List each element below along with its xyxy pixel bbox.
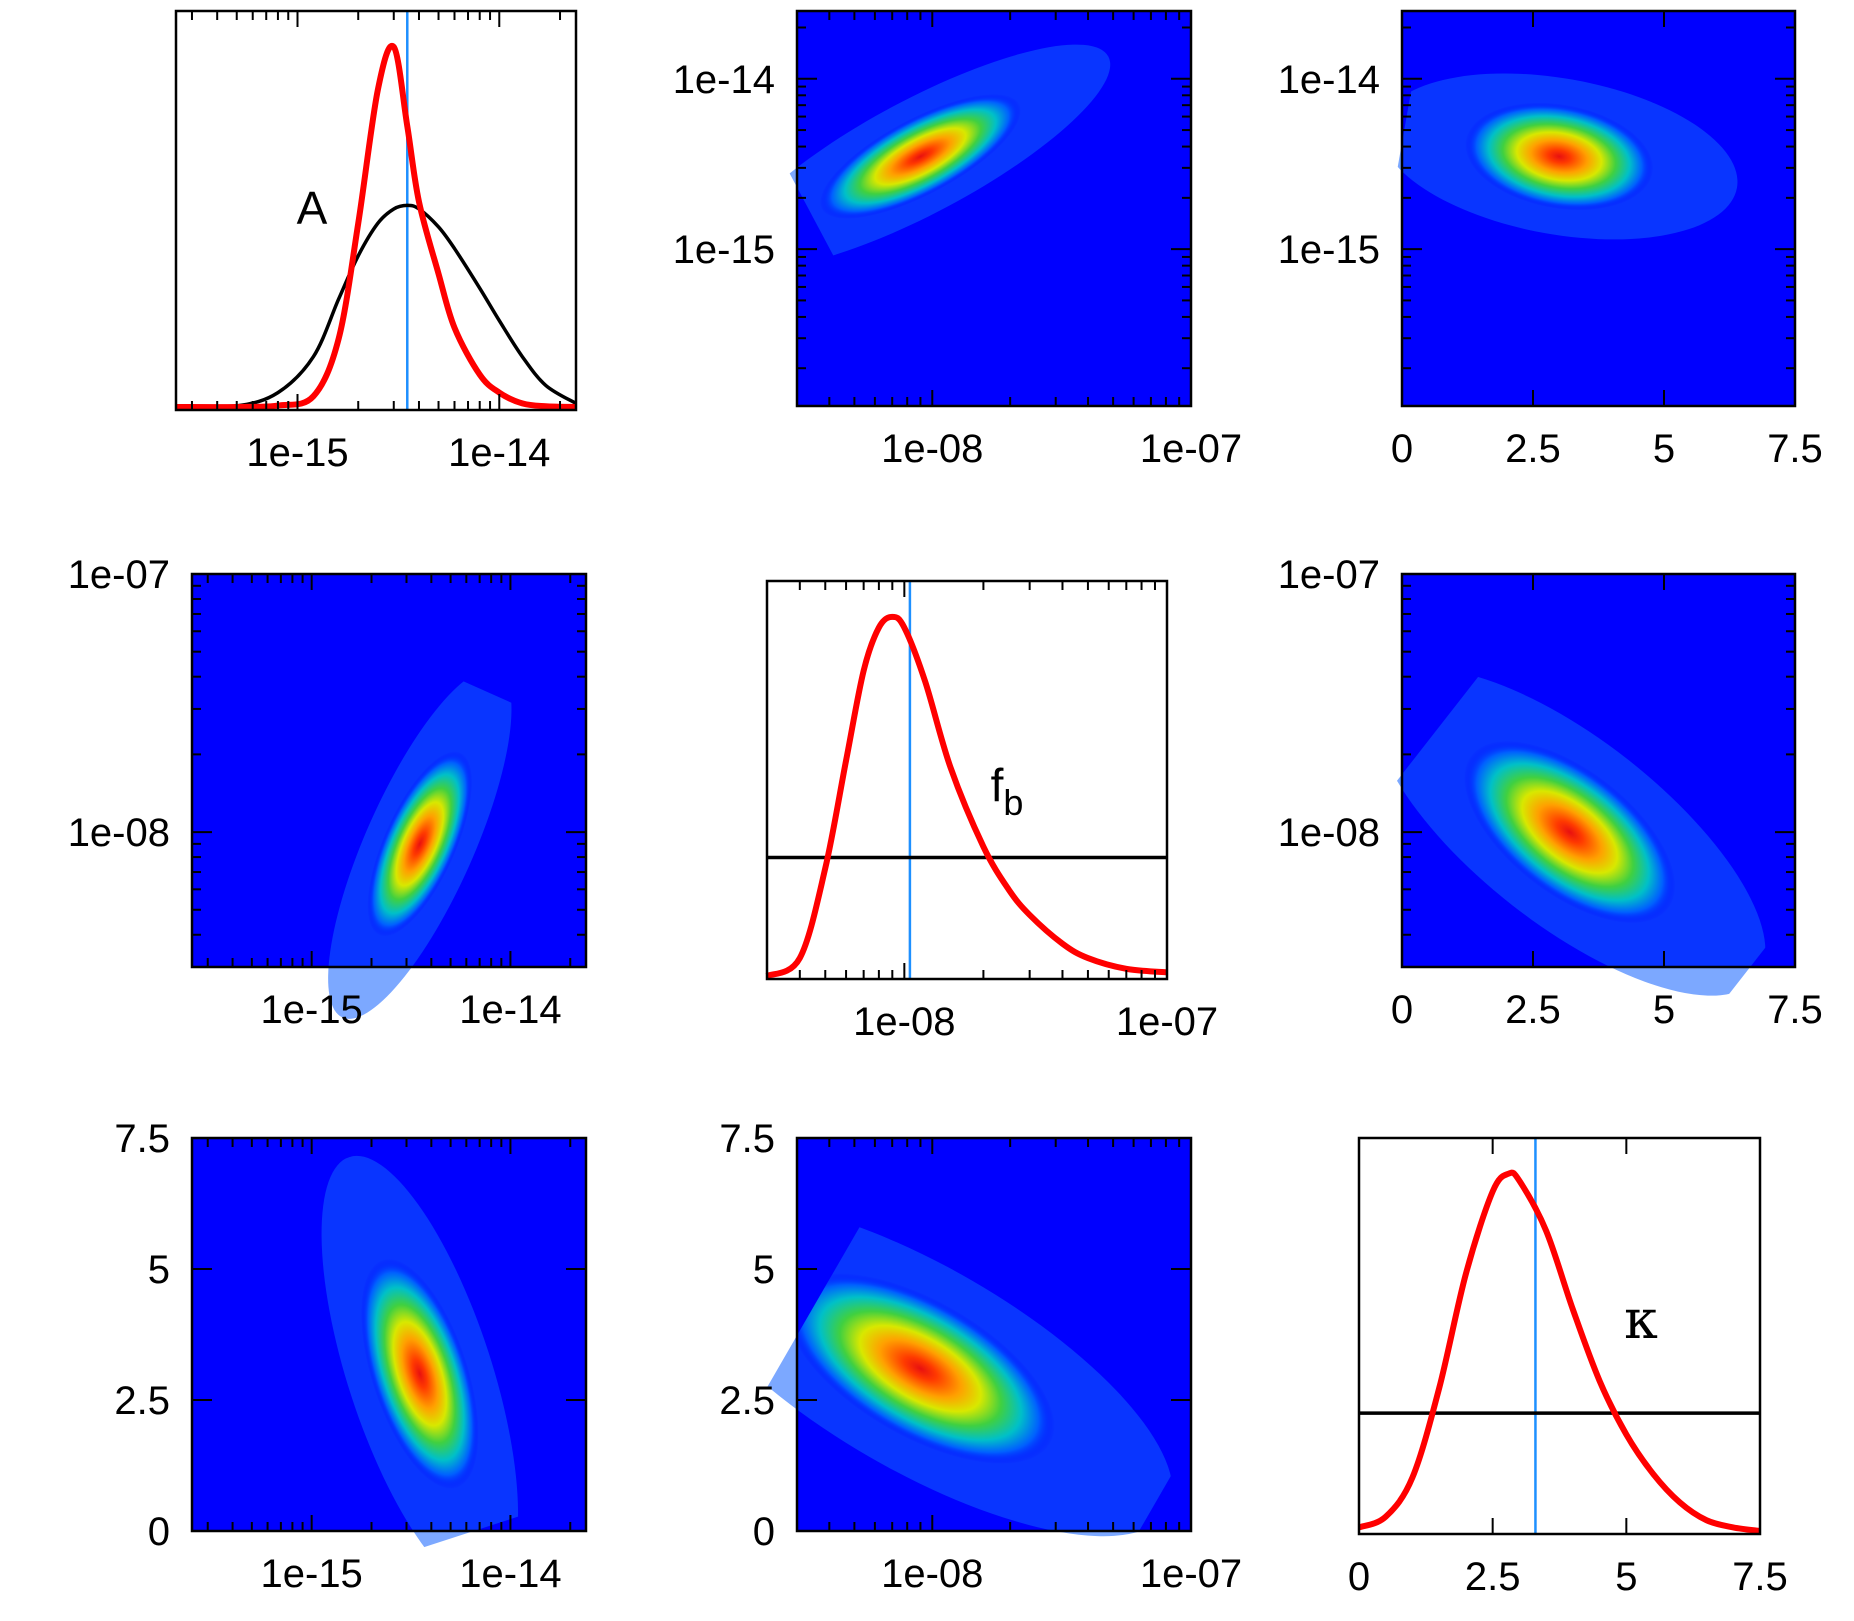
histogram-A-prior-curve xyxy=(175,203,577,410)
density-kappa-vs-A-ytick-label: 2.5 xyxy=(114,1379,170,1423)
density-kappa-vs-fb-density-peak xyxy=(786,1273,1055,1464)
density-kappa-vs-fb-ytick-label: 5 xyxy=(753,1248,775,1292)
density-A-vs-kappa-xtick-label: 5 xyxy=(1653,427,1675,471)
histogram-kappa: 0 2.5 5 7.5 κ xyxy=(1348,1136,1788,1599)
density-A-vs-kappa-density-peak xyxy=(1465,102,1654,211)
histogram-fb-parameter-label-subscript: b xyxy=(1003,782,1023,823)
histogram-kappa-xtick-label: 0 xyxy=(1348,1555,1370,1599)
density-kappa-vs-A-ytick-label: 5 xyxy=(148,1248,170,1292)
histogram-fb-frame xyxy=(765,579,1169,981)
density-kappa-vs-A-xtick-label: 1e-14 xyxy=(459,1552,561,1596)
histogram-kappa-xtick-label: 5 xyxy=(1615,1555,1637,1599)
density-A-vs-kappa-xtick-label: 0 xyxy=(1391,427,1413,471)
density-fb-vs-A-ytick-label: 1e-07 xyxy=(68,553,170,597)
density-kappa-vs-A-ytick-label: 0 xyxy=(148,1510,170,1554)
histogram-A: 1e-15 1e-14 A xyxy=(174,9,578,475)
histogram-fb-xtick-label: 1e-08 xyxy=(853,1000,955,1044)
histogram-fb-background xyxy=(767,581,1167,979)
density-fb-vs-kappa-ytick-label: 1e-07 xyxy=(1278,553,1380,597)
density-fb-vs-A-xtick-label: 1e-15 xyxy=(261,988,363,1032)
density-A-vs-fb-xtick-label: 1e-08 xyxy=(881,427,983,471)
density-kappa-vs-fb-xtick-label: 1e-07 xyxy=(1140,1552,1242,1596)
density-fb-vs-kappa: 0 2.5 5 7.5 1e-08 1e-07 xyxy=(1278,553,1823,1032)
histogram-fb-xtick-label: 1e-07 xyxy=(1116,1000,1218,1044)
density-A-vs-fb-density-peak xyxy=(819,94,1021,219)
histogram-A-background xyxy=(176,11,576,410)
density-kappa-vs-A-frame xyxy=(190,1136,588,1533)
histogram-kappa-posterior-curve xyxy=(1357,1169,1761,1534)
density-fb-vs-kappa-xtick-label: 7.5 xyxy=(1767,988,1823,1032)
histogram-A-xtick-label: 1e-14 xyxy=(448,431,550,475)
density-fb-vs-kappa-xtick-label: 5 xyxy=(1653,988,1675,1032)
histogram-A-parameter-label: A xyxy=(297,182,328,234)
density-fb-vs-A: 1e-15 1e-14 1e-08 1e-07 xyxy=(68,553,588,1032)
density-kappa-vs-A-ytick-label: 7.5 xyxy=(114,1117,170,1161)
density-fb-vs-kappa-ytick-label: 1e-08 xyxy=(1278,811,1380,855)
density-A-vs-fb: 1e-08 1e-07 1e-15 1e-14 xyxy=(673,9,1242,471)
histogram-A-posterior-curve xyxy=(175,42,577,411)
histogram-kappa-parameter-label: κ xyxy=(1624,1288,1658,1351)
density-kappa-vs-fb-ytick-label: 7.5 xyxy=(719,1117,775,1161)
density-fb-vs-kappa-frame xyxy=(1400,572,1797,969)
histogram-A-xtick-label: 1e-15 xyxy=(246,431,348,475)
density-kappa-vs-fb-ytick-label: 2.5 xyxy=(719,1379,775,1423)
density-A-vs-kappa-ytick-label: 1e-14 xyxy=(1278,58,1380,102)
density-A-vs-fb-ytick-label: 1e-15 xyxy=(673,228,775,272)
density-fb-vs-A-density-peak xyxy=(367,751,473,937)
histogram-A-frame xyxy=(174,9,578,412)
density-kappa-vs-A-density-peak xyxy=(360,1258,479,1489)
density-A-vs-fb-frame xyxy=(795,9,1193,408)
histogram-fb-posterior-curve xyxy=(765,613,1168,979)
density-fb-vs-A-frame xyxy=(190,572,588,969)
density-kappa-vs-A-xtick-label: 1e-15 xyxy=(261,1552,363,1596)
density-kappa-vs-A: 1e-15 1e-14 0 2.5 5 7.5 xyxy=(114,1117,588,1596)
density-kappa-vs-fb: 1e-08 1e-07 0 2.5 5 7.5 xyxy=(719,1117,1242,1596)
density-fb-vs-A-ytick-label: 1e-08 xyxy=(68,811,170,855)
density-A-vs-fb-ytick-label: 1e-14 xyxy=(673,58,775,102)
density-A-vs-fb-xtick-label: 1e-07 xyxy=(1140,427,1242,471)
density-A-vs-kappa-xtick-label: 2.5 xyxy=(1505,427,1561,471)
histogram-kappa-frame xyxy=(1357,1136,1762,1536)
histogram-kappa-xtick-label: 2.5 xyxy=(1465,1555,1521,1599)
density-A-vs-kappa-xtick-label: 7.5 xyxy=(1767,427,1823,471)
density-fb-vs-A-xtick-label: 1e-14 xyxy=(459,988,561,1032)
density-kappa-vs-fb-ytick-label: 0 xyxy=(753,1510,775,1554)
density-A-vs-kappa-ytick-label: 1e-15 xyxy=(1278,228,1380,272)
density-fb-vs-kappa-xtick-label: 0 xyxy=(1391,988,1413,1032)
density-fb-vs-kappa-xtick-label: 2.5 xyxy=(1505,988,1561,1032)
density-A-vs-kappa: 0 2.5 5 7.5 1e-15 1e-14 xyxy=(1278,9,1823,471)
density-kappa-vs-fb-frame xyxy=(795,1136,1193,1533)
histogram-kappa-background xyxy=(1359,1138,1760,1534)
density-A-vs-kappa-frame xyxy=(1400,9,1797,408)
density-kappa-vs-fb-xtick-label: 1e-08 xyxy=(881,1552,983,1596)
density-fb-vs-kappa-density-peak xyxy=(1464,740,1676,924)
histogram-kappa-xtick-label: 7.5 xyxy=(1732,1555,1788,1599)
